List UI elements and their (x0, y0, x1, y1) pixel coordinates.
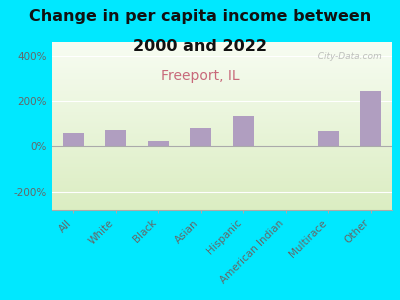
Bar (190, 128, 211, 146)
Text: Freeport, IL: Freeport, IL (161, 69, 239, 83)
Text: Change in per capita income between: Change in per capita income between (29, 9, 371, 24)
Bar (233, 116, 254, 146)
Bar (148, 141, 169, 146)
Text: City-Data.com: City-Data.com (312, 52, 382, 61)
Bar (63, 133, 84, 146)
Bar (105, 130, 126, 146)
Bar (318, 130, 339, 146)
Bar (360, 92, 381, 146)
Text: 2000 and 2022: 2000 and 2022 (133, 39, 267, 54)
